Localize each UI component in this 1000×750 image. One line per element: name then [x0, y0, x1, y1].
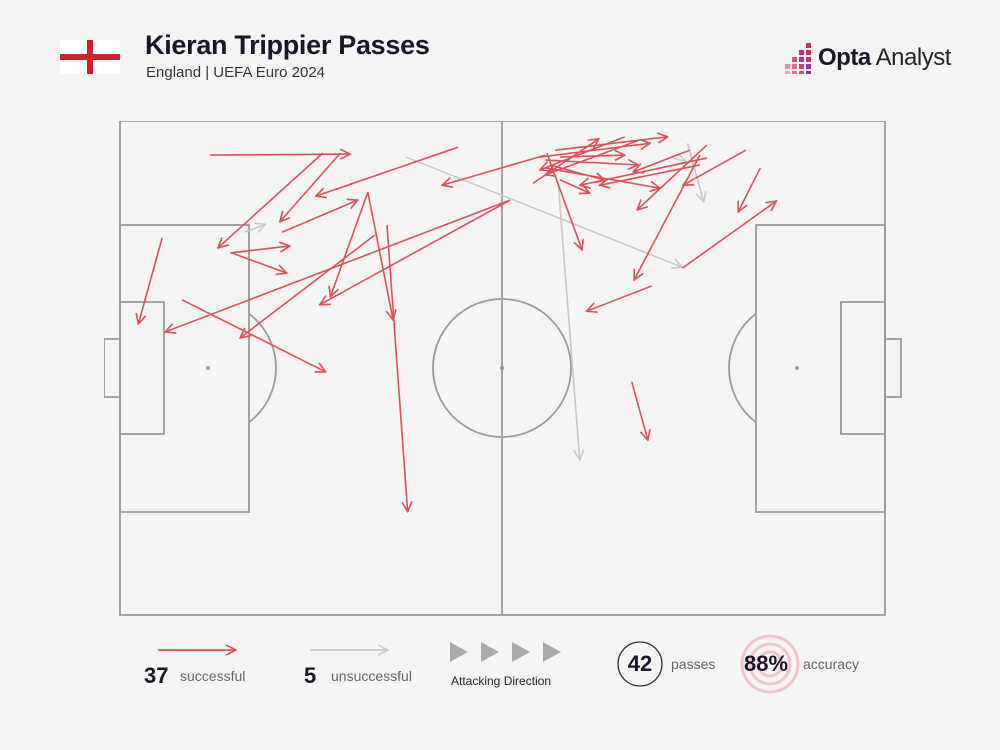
successful-pass-arrow: [738, 167, 762, 212]
accuracy-value: 88%: [744, 651, 789, 676]
successful-pass-arrow: [559, 179, 590, 193]
england-flag: [60, 40, 120, 74]
left-goal: [104, 338, 121, 398]
unsuccessful-pass-arrow: [244, 224, 266, 232]
attacking-direction-label: Attacking Direction: [451, 674, 552, 688]
unsuccessful-pass-arrow: [557, 185, 579, 460]
successful-pass-arrow: [330, 191, 369, 297]
successful-pass-arrow: [549, 164, 605, 180]
successful-pass-arrow: [633, 149, 691, 172]
subtitle: England | UEFA Euro 2024: [146, 64, 326, 81]
unsuccessful-arrow-icon: [310, 640, 402, 660]
centre-circle: [432, 298, 572, 438]
centre-spot: [500, 366, 504, 370]
right-six-yard-box: [840, 301, 886, 435]
unsuccessful-label: unsuccessful: [331, 668, 412, 684]
successful-pass-arrow: [442, 154, 546, 185]
page-title: Kieran Trippier Passes: [145, 30, 430, 60]
successful-pass-arrow: [230, 246, 290, 254]
successful-pass-arrow: [231, 252, 287, 273]
successful-pass-arrow: [681, 201, 776, 269]
attacking-direction-arrows-icon: [450, 642, 561, 662]
left-six-yard-box: [119, 301, 165, 435]
accuracy-label: accuracy: [803, 656, 860, 672]
successful-pass-arrow: [218, 152, 324, 248]
successful-pass-arrow: [320, 199, 511, 305]
successful-pass-arrow: [555, 137, 667, 151]
successful-pass-arrow: [539, 143, 650, 158]
successful-pass-arrow: [587, 285, 652, 311]
logo-text-opta: Opta: [818, 44, 871, 71]
successful-pass-arrow: [165, 199, 511, 332]
passes-count: 42: [627, 651, 653, 676]
successful-arrow-icon: [158, 640, 250, 660]
successful-pass-arrow: [631, 381, 648, 440]
successful-pass-arrow: [367, 191, 393, 320]
successful-pass-arrow: [316, 146, 459, 196]
successful-pass-arrow: [545, 139, 641, 175]
left-penalty-spot: [206, 366, 210, 370]
opta-analyst-logo: Opta Analyst: [780, 40, 951, 76]
accuracy-target-icon: [740, 634, 800, 694]
successful-pass-arrow: [600, 164, 701, 185]
successful-pass-arrow: [540, 136, 626, 170]
successful-pass-arrow: [181, 299, 326, 372]
successful-pass-arrow: [386, 225, 408, 512]
right-penalty-box: [755, 224, 886, 513]
left-penalty-box: [119, 224, 250, 513]
right-penalty-arc: [728, 312, 756, 424]
unsuccessful-pass-arrow: [405, 156, 682, 267]
logo-text-analyst: Analyst: [875, 44, 952, 71]
successful-pass-arrow: [559, 155, 625, 157]
opta-logo-icon: [780, 41, 814, 75]
unsuccessful-pass-arrow: [672, 158, 687, 162]
successful-pass-arrow: [138, 237, 163, 324]
passes-label: passes: [671, 656, 716, 672]
unsuccessful-pass-arrow: [686, 143, 704, 202]
pitch: [104, 121, 902, 616]
successful-label: successful: [180, 668, 246, 684]
successful-pass-arrow: [683, 149, 747, 185]
unsuccessful-count: 5: [304, 663, 317, 688]
successful-pass-arrow: [281, 200, 358, 233]
passes-circle-icon: [617, 641, 663, 687]
successful-count: 37: [144, 663, 169, 688]
successful-pass-arrow: [240, 234, 376, 338]
right-goal: [884, 338, 902, 398]
successful-pass-arrow: [637, 144, 708, 210]
successful-pass-arrow: [545, 160, 638, 165]
successful-pass-arrow: [280, 152, 341, 222]
right-penalty-spot: [795, 366, 799, 370]
successful-pass-arrow: [210, 154, 350, 155]
left-penalty-arc: [249, 312, 277, 424]
